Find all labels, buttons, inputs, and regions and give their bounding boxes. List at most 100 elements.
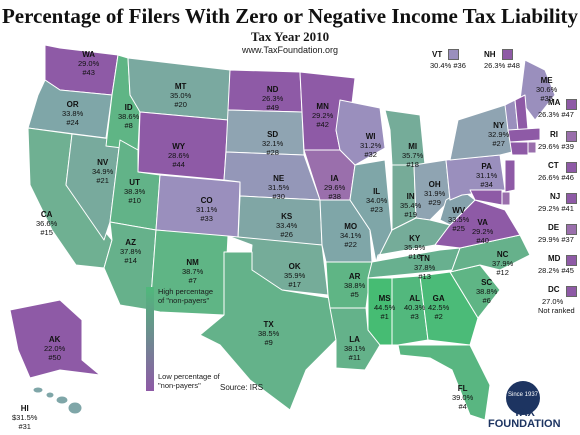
state-abbr: ME <box>540 76 553 85</box>
state-label-wv: WV 33.5% #25 <box>448 206 469 233</box>
side-value-ct: 26.6% #46 <box>538 173 574 182</box>
state-rank: #2 <box>434 312 443 321</box>
state-label-mt: MT 35.0% #20 <box>170 82 191 109</box>
state-abbr: AK <box>48 335 61 344</box>
state-pct: 33.4% <box>276 221 298 230</box>
state-label-co: CO 31.1% #33 <box>196 196 217 223</box>
side-value-de: 29.9% #37 <box>538 235 574 244</box>
state-label-nd: ND 26.3% #49 <box>262 85 283 112</box>
state-abbr: CO <box>200 196 213 205</box>
logo-since: Since 1937 <box>507 392 539 398</box>
state-rank: #35 <box>540 94 553 103</box>
legend-high-label: High percentage of "non-payers" <box>158 287 214 305</box>
state-label-me: ME 30.6% #35 <box>536 76 557 103</box>
side-value-nj: 29.2% #41 <box>538 204 574 213</box>
state-ga <box>419 271 479 346</box>
state-label-nc: NC 37.9% #12 <box>492 250 513 277</box>
state-rank: #18 <box>406 160 419 169</box>
state-abbr: NM <box>186 258 199 267</box>
side-value-dc: 27.0% Not ranked <box>538 297 575 315</box>
state-abbr: MO <box>344 222 358 231</box>
state-pct: 35.9% <box>284 271 306 280</box>
state-pct: 39.0% <box>452 393 474 402</box>
side-abbr-nj: NJ <box>550 192 560 201</box>
state-oh <box>413 159 451 221</box>
state-label-or: OR 33.8% #24 <box>62 100 83 127</box>
state-ms <box>367 277 393 346</box>
state-abbr: ID <box>124 103 133 112</box>
state-pct: 31.1% <box>196 205 218 214</box>
state-abbr: WV <box>452 206 466 215</box>
state-label-in: IN 35.4% #19 <box>400 192 421 219</box>
state-label-pa: PA 31.1% #34 <box>476 162 497 189</box>
state-abbr: NY <box>493 121 505 130</box>
state-pct: 31.1% <box>476 171 498 180</box>
state-pct: 26.3% <box>262 94 284 103</box>
state-rank: #11 <box>348 353 361 362</box>
state-label-ca: CA 36.6% #15 <box>36 210 57 237</box>
state-pct: 37.8% <box>120 247 142 256</box>
state-rank: #17 <box>288 280 301 289</box>
state-rank: #34 <box>480 180 493 189</box>
state-label-id: ID 38.6% #8 <box>118 103 139 130</box>
side-abbr-dc: DC <box>548 285 560 294</box>
state-label-wi: WI 31.2% #32 <box>360 132 381 159</box>
state-pct: 36.6% <box>36 219 58 228</box>
state-abbr: RI <box>550 130 558 139</box>
side-swatch-ma <box>566 99 577 110</box>
state-pct: 38.1% <box>344 344 366 353</box>
state-pct: 35.0% <box>170 91 192 100</box>
state-rank: #30 <box>272 192 285 201</box>
state-rank: #12 <box>496 268 509 277</box>
state-ak <box>9 299 101 379</box>
state-abbr: AZ <box>125 238 136 247</box>
state-pct: 38.7% <box>182 267 204 276</box>
state-pct: 29.6% <box>324 183 346 192</box>
state-pct: 34.0% <box>366 196 388 205</box>
state-rank: #29 <box>428 198 441 207</box>
state-label-hi: HI $31.5% #31 <box>12 404 37 431</box>
side-abbr-de: DE <box>548 223 559 232</box>
state-ny <box>449 104 521 161</box>
state-md <box>469 189 503 206</box>
side-swatch-md <box>566 255 577 266</box>
state-label-wy: WY 28.6% #44 <box>168 142 189 169</box>
state-abbr: CA <box>40 210 53 219</box>
state-pct: 38.8% <box>476 287 498 296</box>
state-pct: 34.9% <box>92 167 114 176</box>
state-tx <box>199 251 337 411</box>
state-rank: #15 <box>40 228 53 237</box>
state-ma <box>507 127 541 143</box>
side-value-nh: 26.3% #48 <box>484 61 520 70</box>
state-rank: #9 <box>264 338 273 347</box>
side-abbr-nh: NH <box>484 50 496 59</box>
state-abbr: VT <box>432 50 443 59</box>
state-rank: #22 <box>344 240 357 249</box>
state-label-tx: TX 38.5% #9 <box>258 320 279 347</box>
state-abbr: WA <box>82 50 96 59</box>
side-abbr-ma: MA <box>548 98 560 107</box>
state-abbr: MT <box>174 82 187 91</box>
state-pct: 35.4% <box>400 201 422 210</box>
state-label-az: AZ 37.8% #14 <box>120 238 141 265</box>
state-abbr: NH <box>484 50 496 59</box>
state-rank: #32 <box>364 150 377 159</box>
state-pct: 37.8% <box>414 263 436 272</box>
legend-gradient <box>146 287 154 391</box>
state-pct: 40.3% <box>404 303 426 312</box>
state-pct: 34.1% <box>340 231 362 240</box>
side-abbr-ct: CT <box>548 161 559 170</box>
state-pct: 38.3% <box>124 187 146 196</box>
state-label-mn: MN 29.2% #42 <box>312 102 333 129</box>
state-abbr: ND <box>266 85 279 94</box>
state-rank: #3 <box>410 312 419 321</box>
state-la <box>329 307 381 371</box>
state-hi <box>32 386 83 415</box>
side-swatch-ct <box>566 162 577 173</box>
state-abbr: KS <box>281 212 293 221</box>
state-label-ms: MS 44.5% #1 <box>374 294 395 321</box>
state-abbr: MD <box>548 254 561 263</box>
side-value-ma: 26.3% #47 <box>538 110 574 119</box>
state-label-ia: IA 29.6% #38 <box>324 174 345 201</box>
